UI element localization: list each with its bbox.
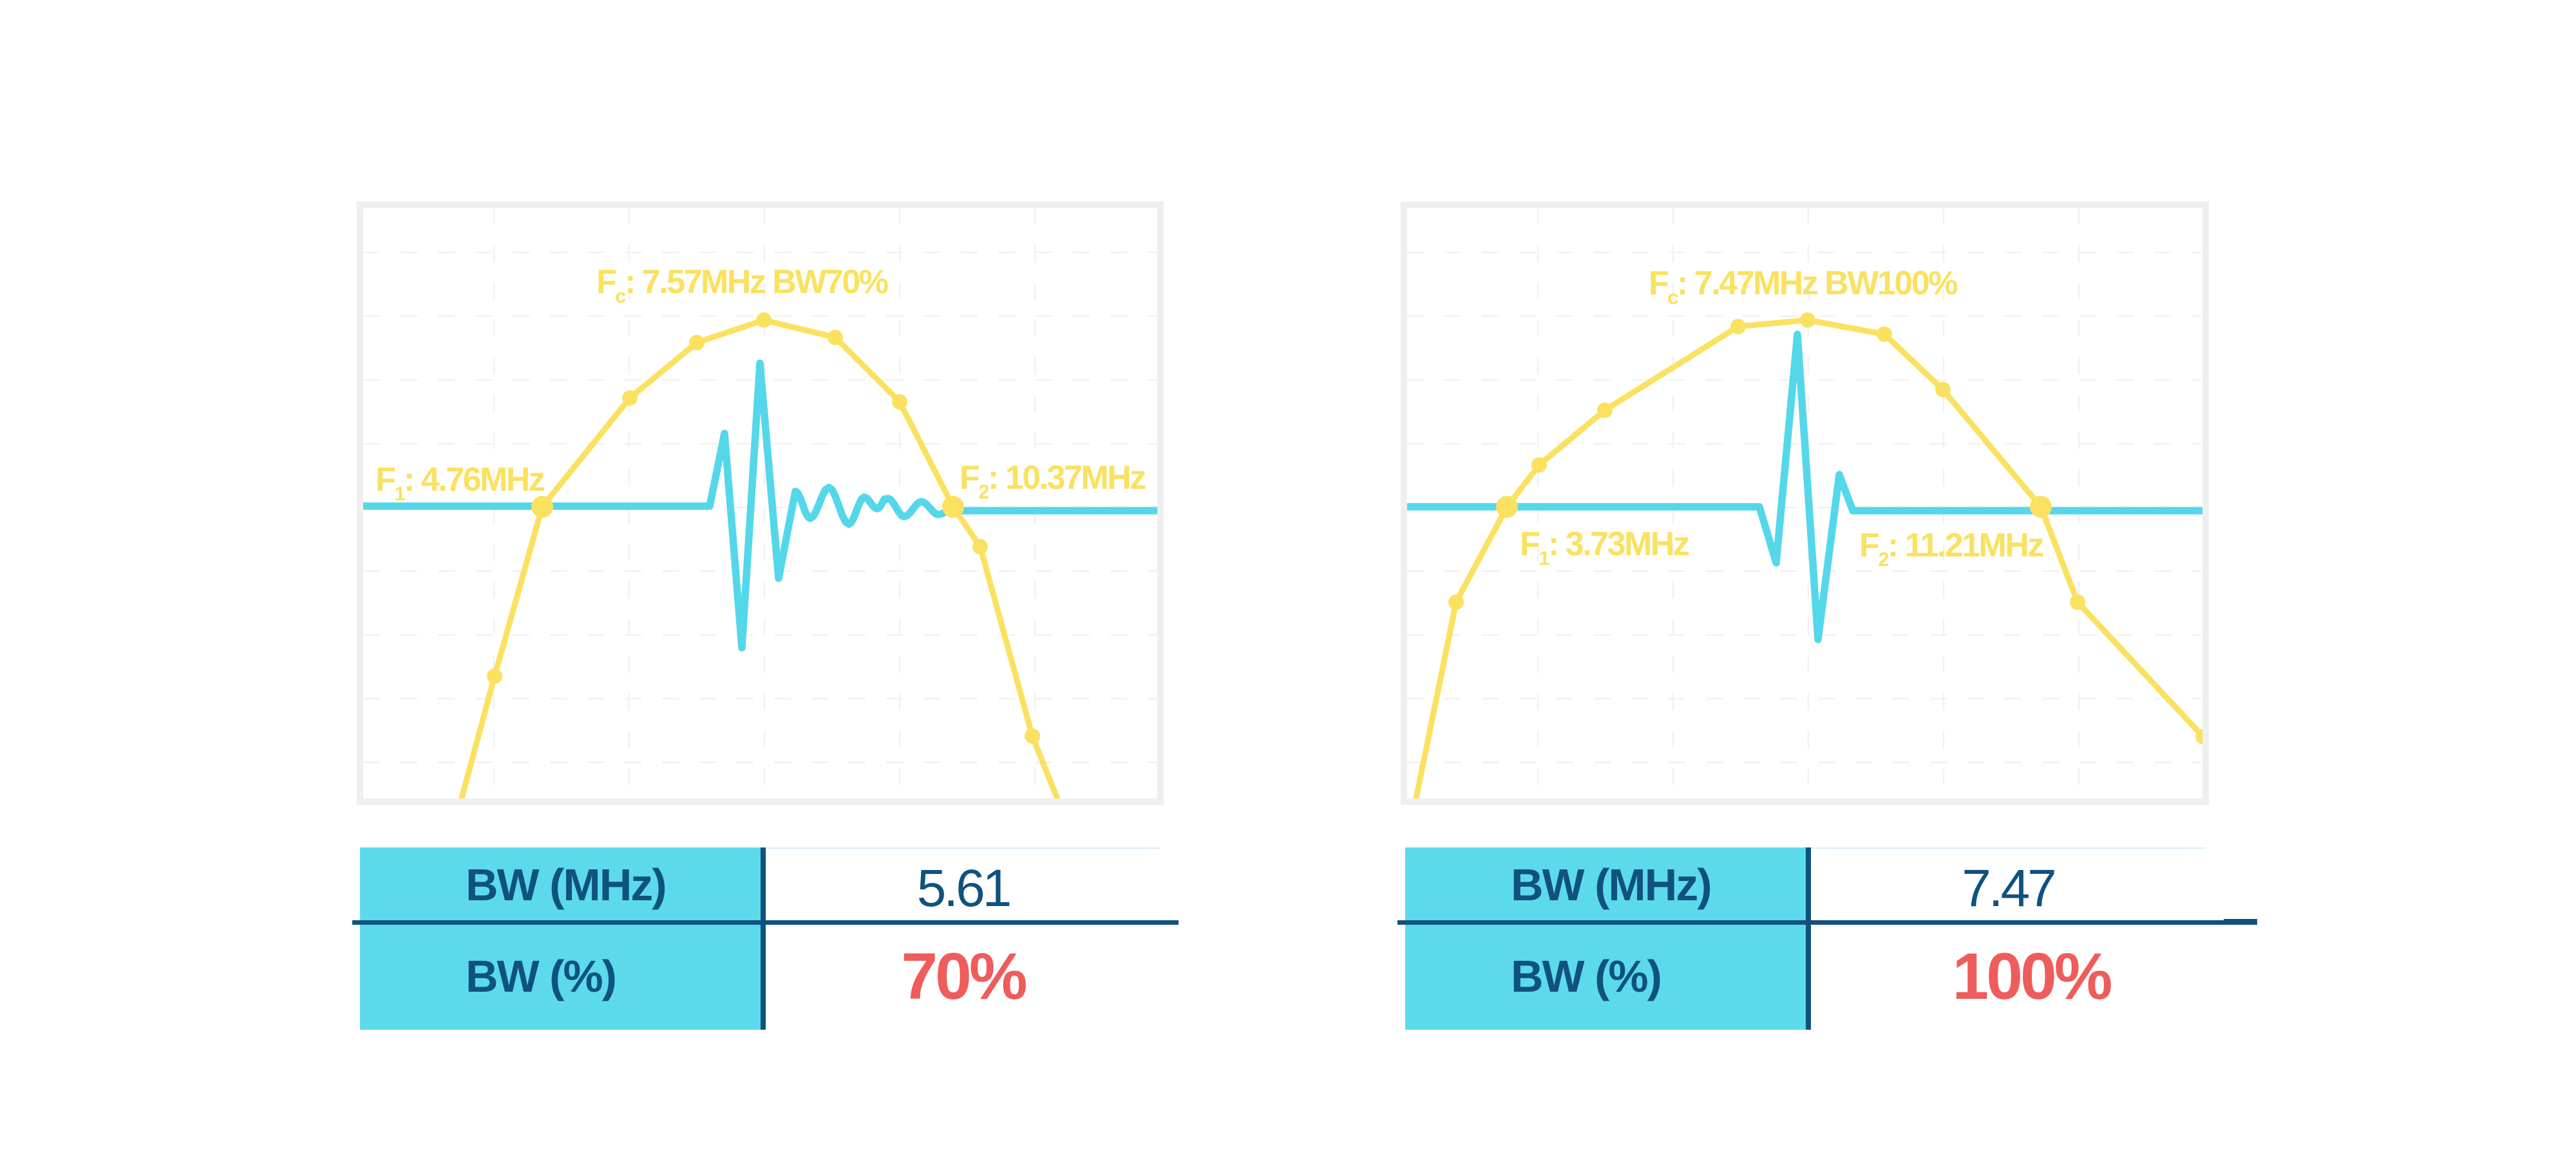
svg-text:F2: 10.37MHz: F2: 10.37MHz: [960, 459, 1146, 503]
svg-text:Fc: 7.47MHz BW100%: Fc: 7.47MHz BW100%: [1649, 265, 1957, 308]
svg-text:F1: 3.73MHz: F1: 3.73MHz: [1520, 525, 1689, 569]
svg-text:F2: 11.21MHz: F2: 11.21MHz: [1859, 527, 2043, 571]
svg-text:F1: 4.76MHz: F1: 4.76MHz: [375, 461, 545, 505]
svg-text:Fc: 7.57MHz BW70%: Fc: 7.57MHz BW70%: [596, 263, 888, 307]
